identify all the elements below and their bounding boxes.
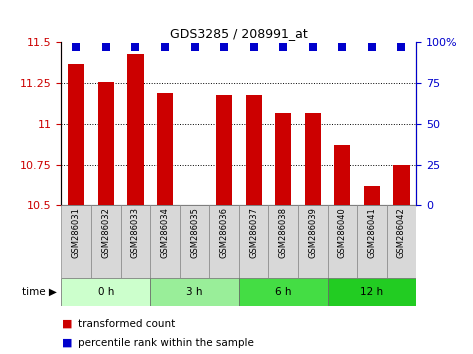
Bar	[150, 205, 180, 278]
Bar	[98, 81, 114, 205]
Bar	[216, 95, 232, 205]
Text: GSM286040: GSM286040	[338, 207, 347, 258]
Bar	[180, 205, 209, 278]
Point	[102, 45, 110, 50]
Bar	[275, 113, 291, 205]
Text: GSM286033: GSM286033	[131, 207, 140, 258]
Text: 0 h: 0 h	[97, 287, 114, 297]
Text: 3 h: 3 h	[186, 287, 203, 297]
Bar	[298, 205, 327, 278]
Point	[72, 45, 80, 50]
Bar	[394, 165, 410, 205]
Bar	[305, 113, 321, 205]
Bar	[61, 278, 150, 306]
Text: percentile rank within the sample: percentile rank within the sample	[78, 338, 254, 348]
Bar	[209, 205, 239, 278]
Text: 12 h: 12 h	[360, 287, 384, 297]
Text: GSM286031: GSM286031	[72, 207, 81, 258]
Bar	[334, 145, 350, 205]
Point	[250, 45, 257, 50]
Text: ■: ■	[61, 338, 72, 348]
Bar	[91, 205, 121, 278]
Bar	[68, 64, 84, 205]
Text: GSM286035: GSM286035	[190, 207, 199, 258]
Bar	[150, 278, 239, 306]
Text: GSM286036: GSM286036	[219, 207, 228, 258]
Text: time ▶: time ▶	[22, 287, 57, 297]
Point	[398, 45, 405, 50]
Text: transformed count: transformed count	[78, 319, 175, 329]
Title: GDS3285 / 208991_at: GDS3285 / 208991_at	[170, 27, 308, 40]
Point	[161, 45, 169, 50]
Point	[280, 45, 287, 50]
Bar	[239, 205, 269, 278]
Bar	[327, 278, 416, 306]
Bar	[268, 205, 298, 278]
Text: GSM286039: GSM286039	[308, 207, 317, 258]
Bar	[127, 54, 143, 205]
Bar	[364, 186, 380, 205]
Bar	[239, 278, 327, 306]
Point	[220, 45, 228, 50]
Text: GSM286042: GSM286042	[397, 207, 406, 258]
Bar	[387, 205, 416, 278]
Text: GSM286038: GSM286038	[279, 207, 288, 258]
Point	[309, 45, 316, 50]
Point	[368, 45, 376, 50]
Bar	[357, 205, 387, 278]
Bar	[157, 93, 173, 205]
Point	[131, 45, 139, 50]
Text: 6 h: 6 h	[275, 287, 291, 297]
Text: ■: ■	[61, 319, 72, 329]
Text: GSM286032: GSM286032	[101, 207, 110, 258]
Point	[339, 45, 346, 50]
Text: GSM286037: GSM286037	[249, 207, 258, 258]
Bar	[327, 205, 357, 278]
Bar	[245, 95, 262, 205]
Bar	[61, 205, 91, 278]
Text: GSM286034: GSM286034	[160, 207, 169, 258]
Point	[191, 45, 198, 50]
Text: GSM286041: GSM286041	[368, 207, 377, 258]
Bar	[121, 205, 150, 278]
